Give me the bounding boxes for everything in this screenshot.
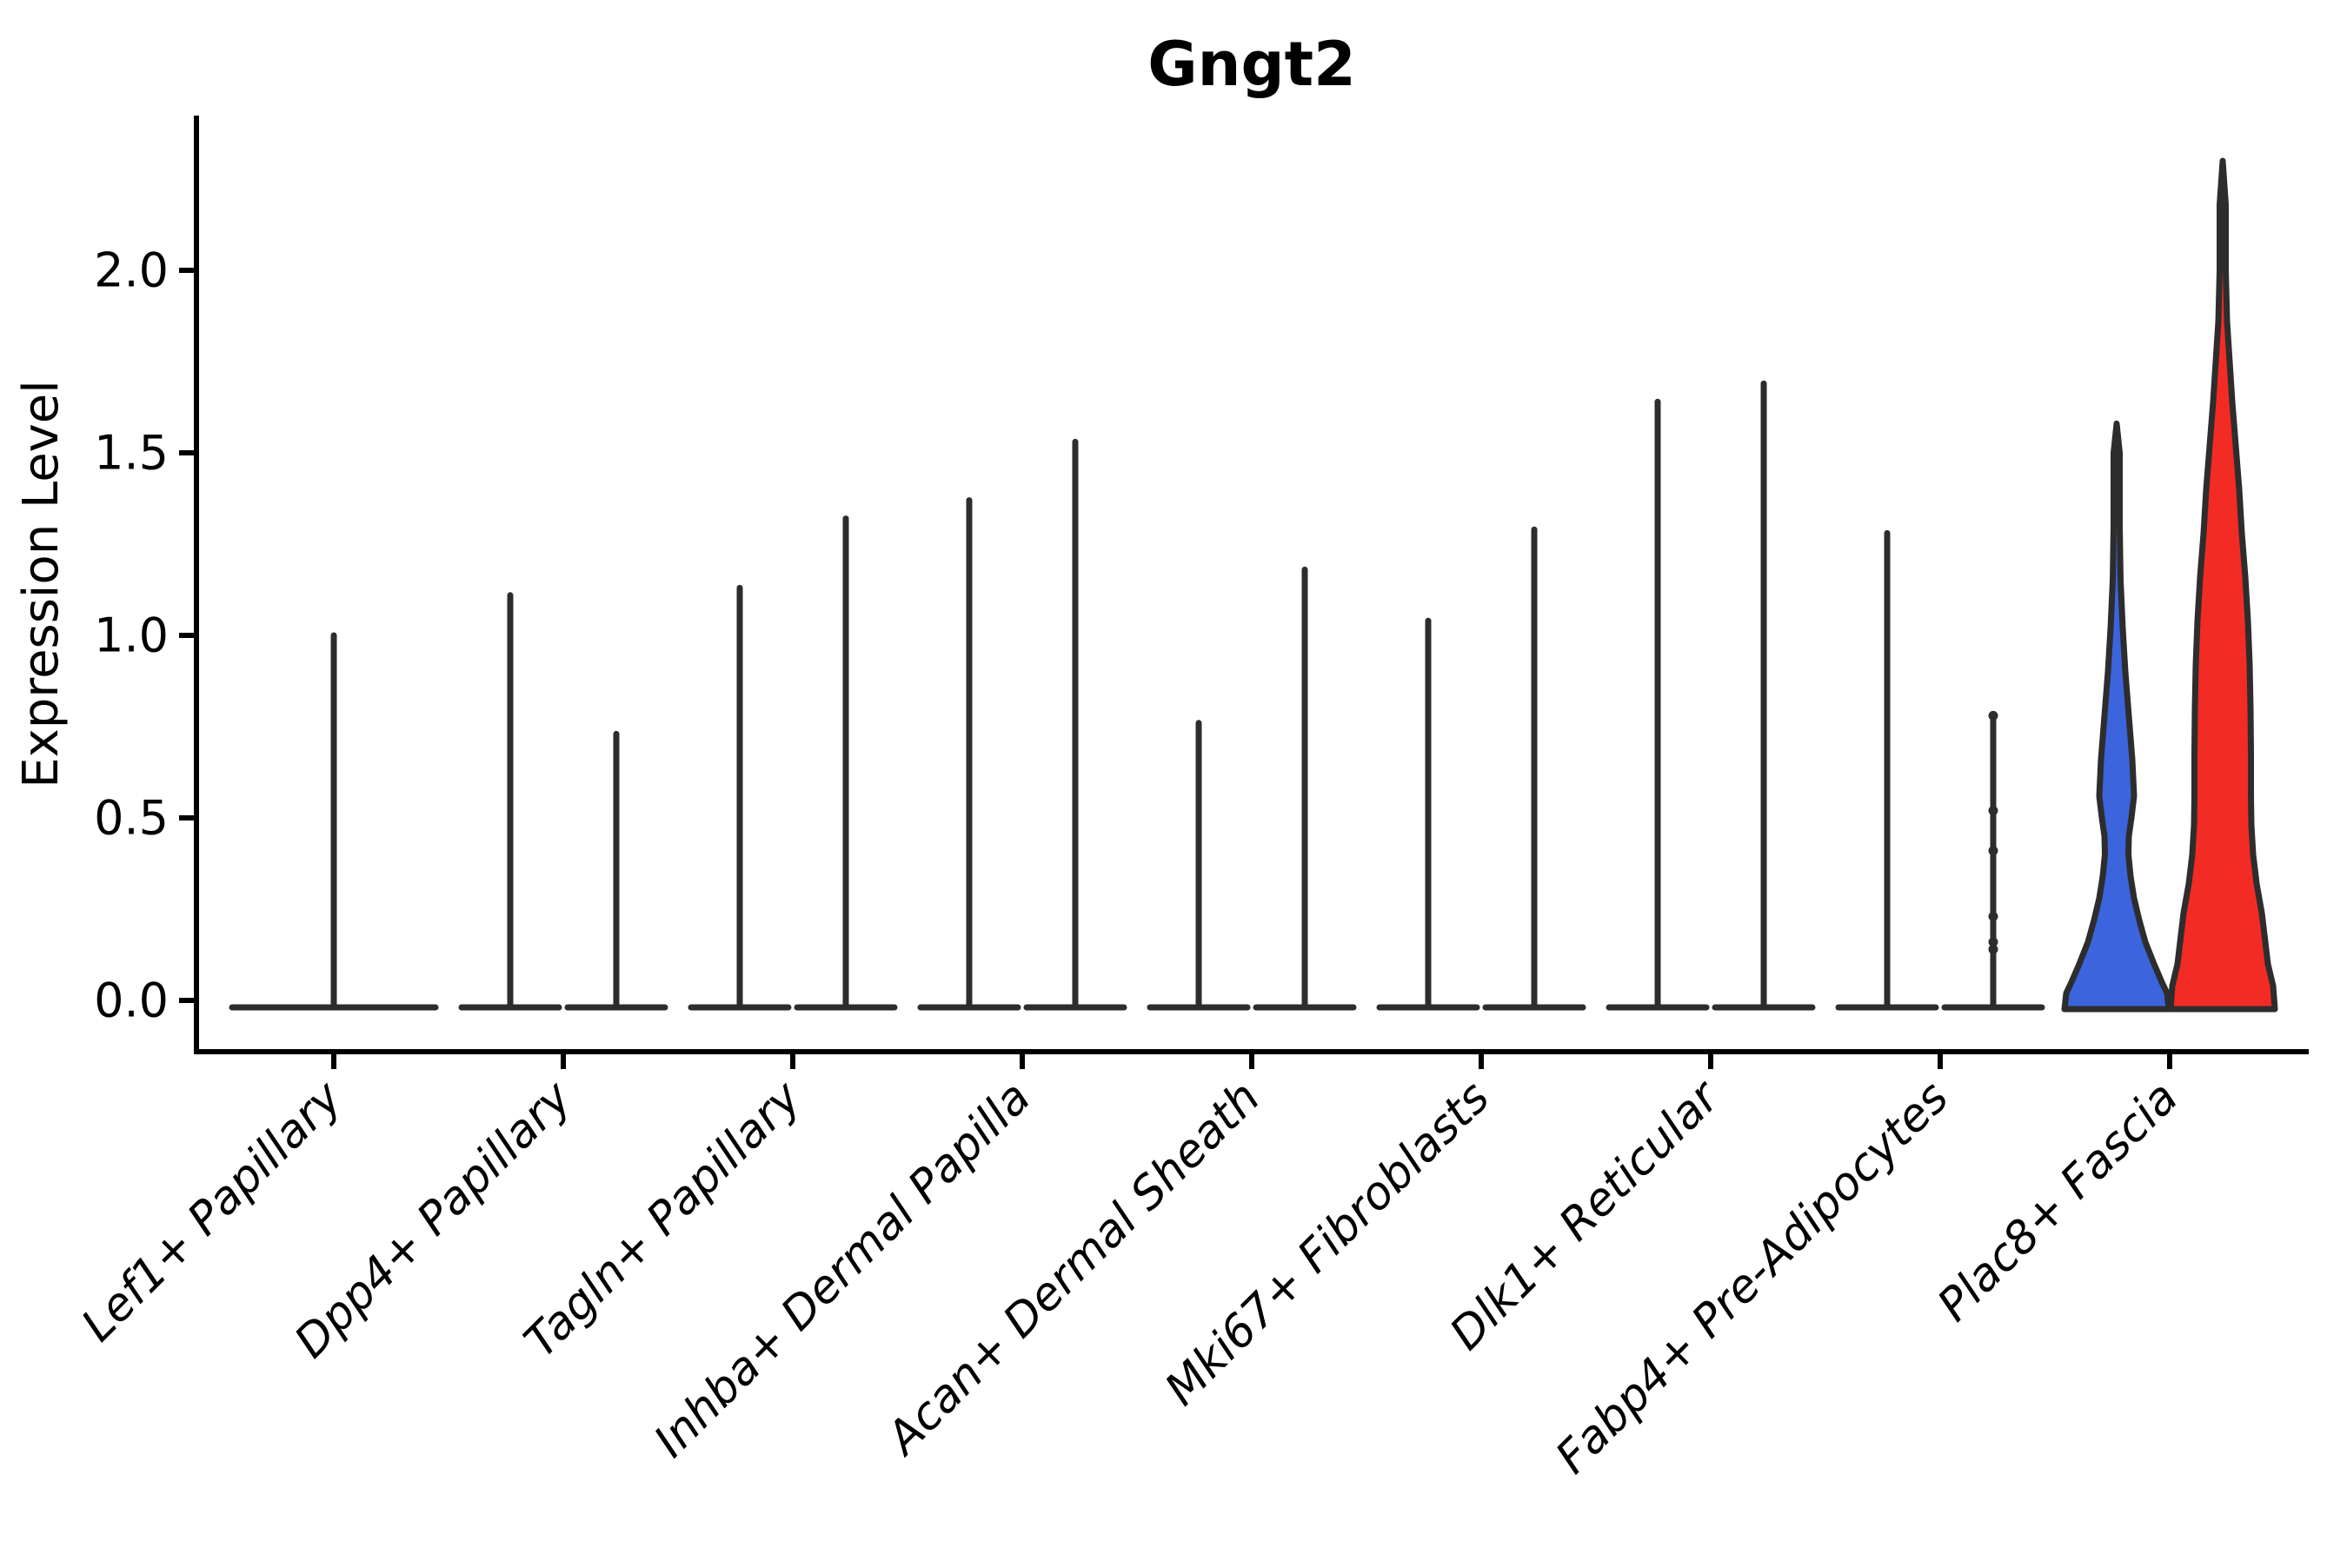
x-category-label: Plac8+ Fascia	[1928, 1072, 2188, 1332]
jitter-point	[1988, 911, 1998, 921]
y-tick-label: 0.0	[94, 973, 169, 1028]
violin-Dpp4+ Papillary-right	[564, 730, 668, 1011]
violin-body	[2061, 420, 2172, 1013]
y-axis-label: Expression Level	[13, 380, 70, 788]
violin-Plac8+ Fascia-left	[2061, 420, 2172, 1013]
y-axis-ticks: 0.0 0.5 1.0 1.5 2.0	[94, 243, 196, 1028]
violin-Acan+ Dermal Sheath-left	[1147, 720, 1251, 1011]
x-category-label: Fabp4+ Pre-Adipocytes	[1546, 1072, 1959, 1485]
violins	[229, 157, 2278, 1013]
jitter-point	[1988, 944, 1998, 954]
jitter-point	[1988, 806, 1998, 816]
violin-Inhba+ Dermal Papilla-left	[917, 497, 1021, 1011]
violin-Acan+ Dermal Sheath-right	[1253, 566, 1357, 1011]
violin-body	[2167, 157, 2278, 1013]
jitter-point	[1988, 937, 1998, 947]
x-axis-ticks	[331, 1052, 2172, 1069]
x-category-label: Inhba+ Dermal Papilla	[644, 1072, 1041, 1468]
jitter-point	[1988, 846, 1998, 856]
y-tick-label: 2.0	[94, 243, 169, 298]
y-tick-label: 0.5	[94, 791, 169, 846]
violin-Fabp4+ Pre-Adipocytes-left	[1835, 529, 1939, 1011]
violin-Dpp4+ Papillary-left	[458, 592, 562, 1011]
violin-Fabp4+ Pre-Adipocytes-right	[1941, 710, 2045, 1011]
violin-Dlk1+ Reticular-right	[1712, 380, 1816, 1011]
chart-title: Gngt2	[1147, 29, 1356, 100]
jitter-point	[1988, 710, 1998, 721]
violin-Plac8+ Fascia-right	[2167, 157, 2278, 1013]
violin-Mki67+ Fibroblasts-left	[1376, 617, 1480, 1011]
violin-Lef1+ Papillary-center	[229, 632, 439, 1011]
violin-Inhba+ Dermal Papilla-right	[1023, 438, 1127, 1011]
violin-Tagln+ Papillary-left	[688, 584, 792, 1011]
violin-Dlk1+ Reticular-left	[1606, 398, 1710, 1011]
violin-Tagln+ Papillary-right	[794, 515, 898, 1011]
y-tick-label: 1.0	[94, 608, 169, 663]
x-category-label: Acan+ Dermal Sheath	[875, 1072, 1270, 1466]
y-tick-label: 1.5	[94, 426, 169, 481]
violin-Mki67+ Fibroblasts-right	[1482, 526, 1586, 1011]
